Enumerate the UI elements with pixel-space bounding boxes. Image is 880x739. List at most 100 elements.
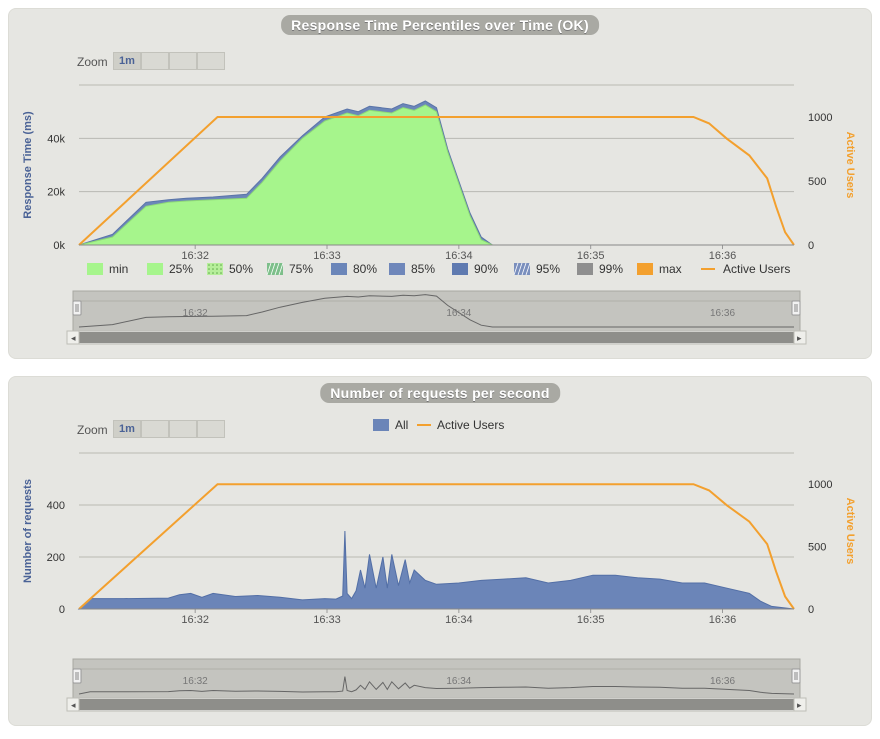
zoom-button-group: 1m (113, 52, 225, 70)
scroll-left-button[interactable] (66, 697, 80, 712)
dot (216, 272, 218, 274)
dot (220, 268, 222, 270)
dot (208, 264, 210, 266)
zoom-button-3[interactable] (169, 52, 197, 70)
series-min-area (78, 104, 794, 246)
legend-label: 25% (169, 262, 193, 276)
navigator-tick-label: 16:36 (710, 308, 735, 319)
legend-item-90[interactable]: 90% (452, 262, 498, 276)
legend-item-80[interactable]: 80% (331, 262, 377, 276)
zoom-label: Zoom (77, 423, 108, 437)
scroll-left-button[interactable] (66, 330, 80, 345)
hatch (278, 262, 284, 276)
legend-item-25[interactable]: 25% (147, 262, 193, 276)
legend-item-85[interactable]: 85% (389, 262, 435, 276)
legend-item-99[interactable]: 99% (577, 262, 623, 276)
x-tick-label: 16:32 (181, 250, 209, 262)
hatch (274, 262, 280, 276)
zoom-1m-button[interactable]: 1m (113, 420, 141, 438)
legend-item-50[interactable]: 50% (207, 262, 253, 276)
legend-item-activeusers[interactable]: Active Users (701, 262, 790, 276)
navigator-scrollbar-thumb[interactable] (79, 332, 794, 343)
zoom-1m-button[interactable]: 1m (113, 52, 141, 70)
x-tick-label: 16:36 (709, 250, 737, 262)
navigator-right-handle[interactable] (791, 668, 801, 684)
legend-swatch (452, 263, 468, 275)
navigator-right-handle[interactable] (791, 300, 801, 316)
zoom-button-4[interactable] (197, 420, 225, 438)
dot (220, 264, 222, 266)
x-tick-label: 16:33 (313, 614, 341, 626)
response-time-panel: Response Time Percentiles over Time (OK)… (8, 8, 872, 359)
zoom-button-2[interactable] (141, 52, 169, 70)
dot (212, 264, 214, 266)
zoom-label: Zoom (77, 55, 108, 69)
legend-swatch (267, 263, 283, 275)
legend-item-max[interactable]: max (637, 262, 682, 276)
navigator-left-handle[interactable] (72, 300, 82, 316)
y2-axis-title: Active Users (844, 132, 856, 199)
y-axis-title: Number of requests (22, 479, 34, 583)
legend-swatch (637, 263, 653, 275)
zoom-button-group: 1m (113, 420, 225, 438)
legend-label: Active Users (437, 418, 504, 432)
legend-swatch (331, 263, 347, 275)
legend-label: 85% (411, 262, 435, 276)
legend-item-all[interactable]: All (373, 418, 408, 432)
legend-swatch (147, 263, 163, 275)
zoom-button-4[interactable] (197, 52, 225, 70)
navigator-left-handle[interactable] (72, 668, 82, 684)
navigator-scrollbar-thumb[interactable] (79, 699, 794, 710)
requests-chart[interactable]: 0 200 400 0 500 1000 Number of requests Active … (9, 377, 871, 725)
series-active-users-line (78, 116, 795, 246)
x-tick-label: 16:34 (445, 614, 473, 626)
hatch (266, 262, 272, 276)
legend-label: max (659, 262, 682, 276)
scroll-right-button[interactable] (793, 330, 807, 345)
navigator-tick-label: 16:32 (183, 308, 208, 319)
navigator-series-line (78, 294, 794, 328)
y-tick-label: 400 (47, 500, 65, 512)
zoom-button-2[interactable] (141, 420, 169, 438)
scroll-right-button[interactable] (793, 697, 807, 712)
navigator-series-line (78, 676, 795, 695)
legend-label: 75% (289, 262, 313, 276)
legend-label: All (395, 418, 408, 432)
y2-tick-label: 0 (808, 240, 814, 252)
y2-tick-label: 1000 (808, 112, 832, 124)
legend-item-95[interactable]: 95% (513, 262, 560, 276)
zoom-button-3[interactable] (169, 420, 197, 438)
series-all-area (77, 530, 795, 610)
navigator-window[interactable] (72, 658, 801, 699)
y-axis-title: Response Time (ms) (22, 111, 34, 219)
navigator-tick-label: 16:34 (446, 308, 471, 319)
legend-swatch (373, 419, 389, 431)
y2-axis-title: Active Users (844, 498, 856, 565)
dot (212, 268, 214, 270)
scroll-left-arrow-icon: ◂ (71, 333, 76, 343)
x-tick-label: 16:33 (313, 250, 341, 262)
response-time-chart[interactable]: 0k 20k 40k 0 500 1000 Response Time (ms) Active… (9, 9, 871, 358)
navigator-window[interactable] (72, 290, 801, 332)
chart-title: Response Time Percentiles over Time (OK) (281, 15, 599, 35)
legend-label: min (109, 262, 128, 276)
legend-item-min[interactable]: min (87, 262, 128, 276)
x-tick-label: 16:34 (445, 250, 473, 262)
hatch (521, 262, 527, 276)
legend-swatch (389, 263, 405, 275)
hatch (513, 262, 519, 276)
y-tick-label: 0k (53, 240, 65, 252)
hatch (525, 262, 531, 276)
chart-title: Number of requests per second (320, 383, 560, 403)
y-tick-label: 200 (47, 552, 65, 564)
y2-tick-label: 500 (808, 542, 826, 554)
y2-tick-label: 500 (808, 176, 826, 188)
y2-tick-label: 1000 (808, 479, 832, 491)
legend-swatch (514, 263, 530, 275)
legend-item-75[interactable]: 75% (266, 262, 313, 276)
hatch (517, 262, 523, 276)
navigator-tick-label: 16:32 (183, 676, 208, 687)
scroll-right-arrow-icon: ▸ (797, 700, 802, 710)
navigator-tick-label: 16:36 (710, 676, 735, 687)
legend-item-active-users[interactable]: Active Users (417, 418, 504, 432)
